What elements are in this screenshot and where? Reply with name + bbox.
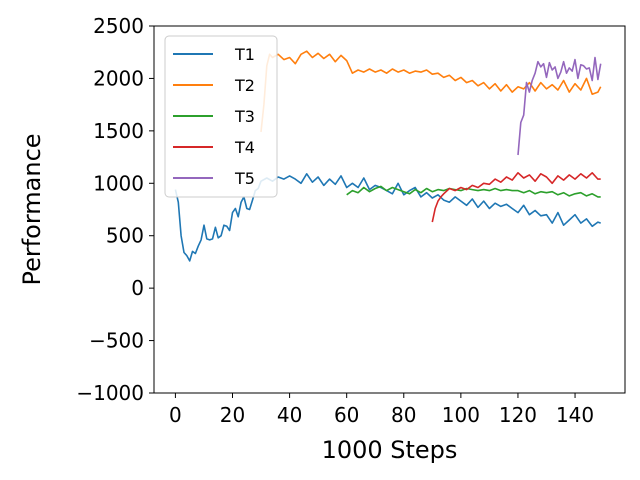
x-tick-label: 120 [499,403,537,427]
x-tick-label: 20 [220,403,245,427]
x-axis-label: 1000 Steps [322,436,458,464]
legend-label-t3: T3 [234,107,255,126]
y-tick-label: 1500 [93,119,144,143]
y-axis-label: Performance [18,133,46,285]
series-layer [174,50,602,262]
x-tick-label: 140 [556,403,594,427]
plot-frame [153,25,626,394]
x-tick-label: 0 [169,403,182,427]
series-line-t1 [174,173,601,262]
legend-label-t5: T5 [234,169,255,188]
series-line-t4 [431,172,601,223]
series-line-t3 [346,185,601,198]
x-tick-label: 40 [277,403,302,427]
y-tick-label: −500 [89,329,144,353]
series-line-t2 [260,50,602,132]
x-axis-ticks: 0 20 40 60 80 100 120 140 [169,393,594,427]
y-tick-label: 1000 [93,171,144,195]
y-axis-ticks: −1000 −500 0 500 1000 1500 2000 2500 [76,14,154,405]
x-tick-label: 100 [442,403,480,427]
legend-box [164,35,278,198]
legend-label-t2: T2 [234,76,255,95]
legend-label-t1: T1 [234,45,255,64]
series-line-t5 [517,56,602,156]
y-tick-label: 0 [131,276,144,300]
y-tick-label: 2500 [93,14,144,38]
y-tick-label: 2000 [93,66,144,90]
x-tick-label: 80 [391,403,416,427]
x-tick-label: 60 [334,403,359,427]
legend: T1 T2 T3 T4 T5 [164,35,278,198]
y-tick-label: −1000 [76,381,144,405]
y-tick-label: 500 [106,224,144,248]
legend-label-t4: T4 [234,138,255,157]
